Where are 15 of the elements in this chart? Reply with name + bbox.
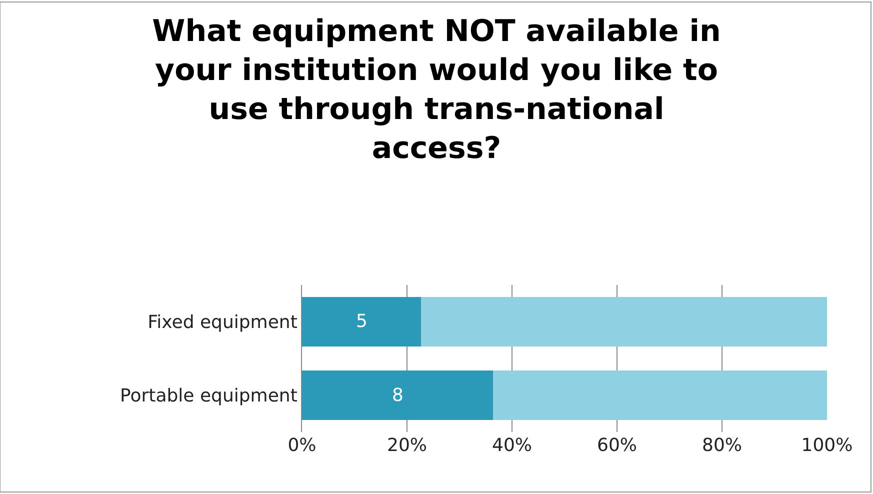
bar	[493, 370, 827, 420]
bar	[302, 370, 494, 420]
x-tick-label: 0%	[288, 435, 316, 456]
x-tick-label: 60%	[596, 435, 638, 456]
bar	[302, 296, 422, 347]
chart-title: What equipment NOT available in your institution would you like to use through trans-national access?	[152, 14, 721, 166]
x-tick-label: 80%	[702, 435, 742, 456]
annotation: 5	[356, 311, 368, 332]
y-tick-label: Portable equipment	[120, 386, 298, 407]
y-tick-label: Fixed equipment	[148, 312, 298, 334]
annotation: 8	[392, 385, 404, 406]
x-tick-label: 40%	[492, 435, 532, 456]
x-tick-label: 20%	[386, 435, 428, 456]
x-tick-label: 100%	[801, 435, 853, 456]
bar	[421, 296, 827, 347]
